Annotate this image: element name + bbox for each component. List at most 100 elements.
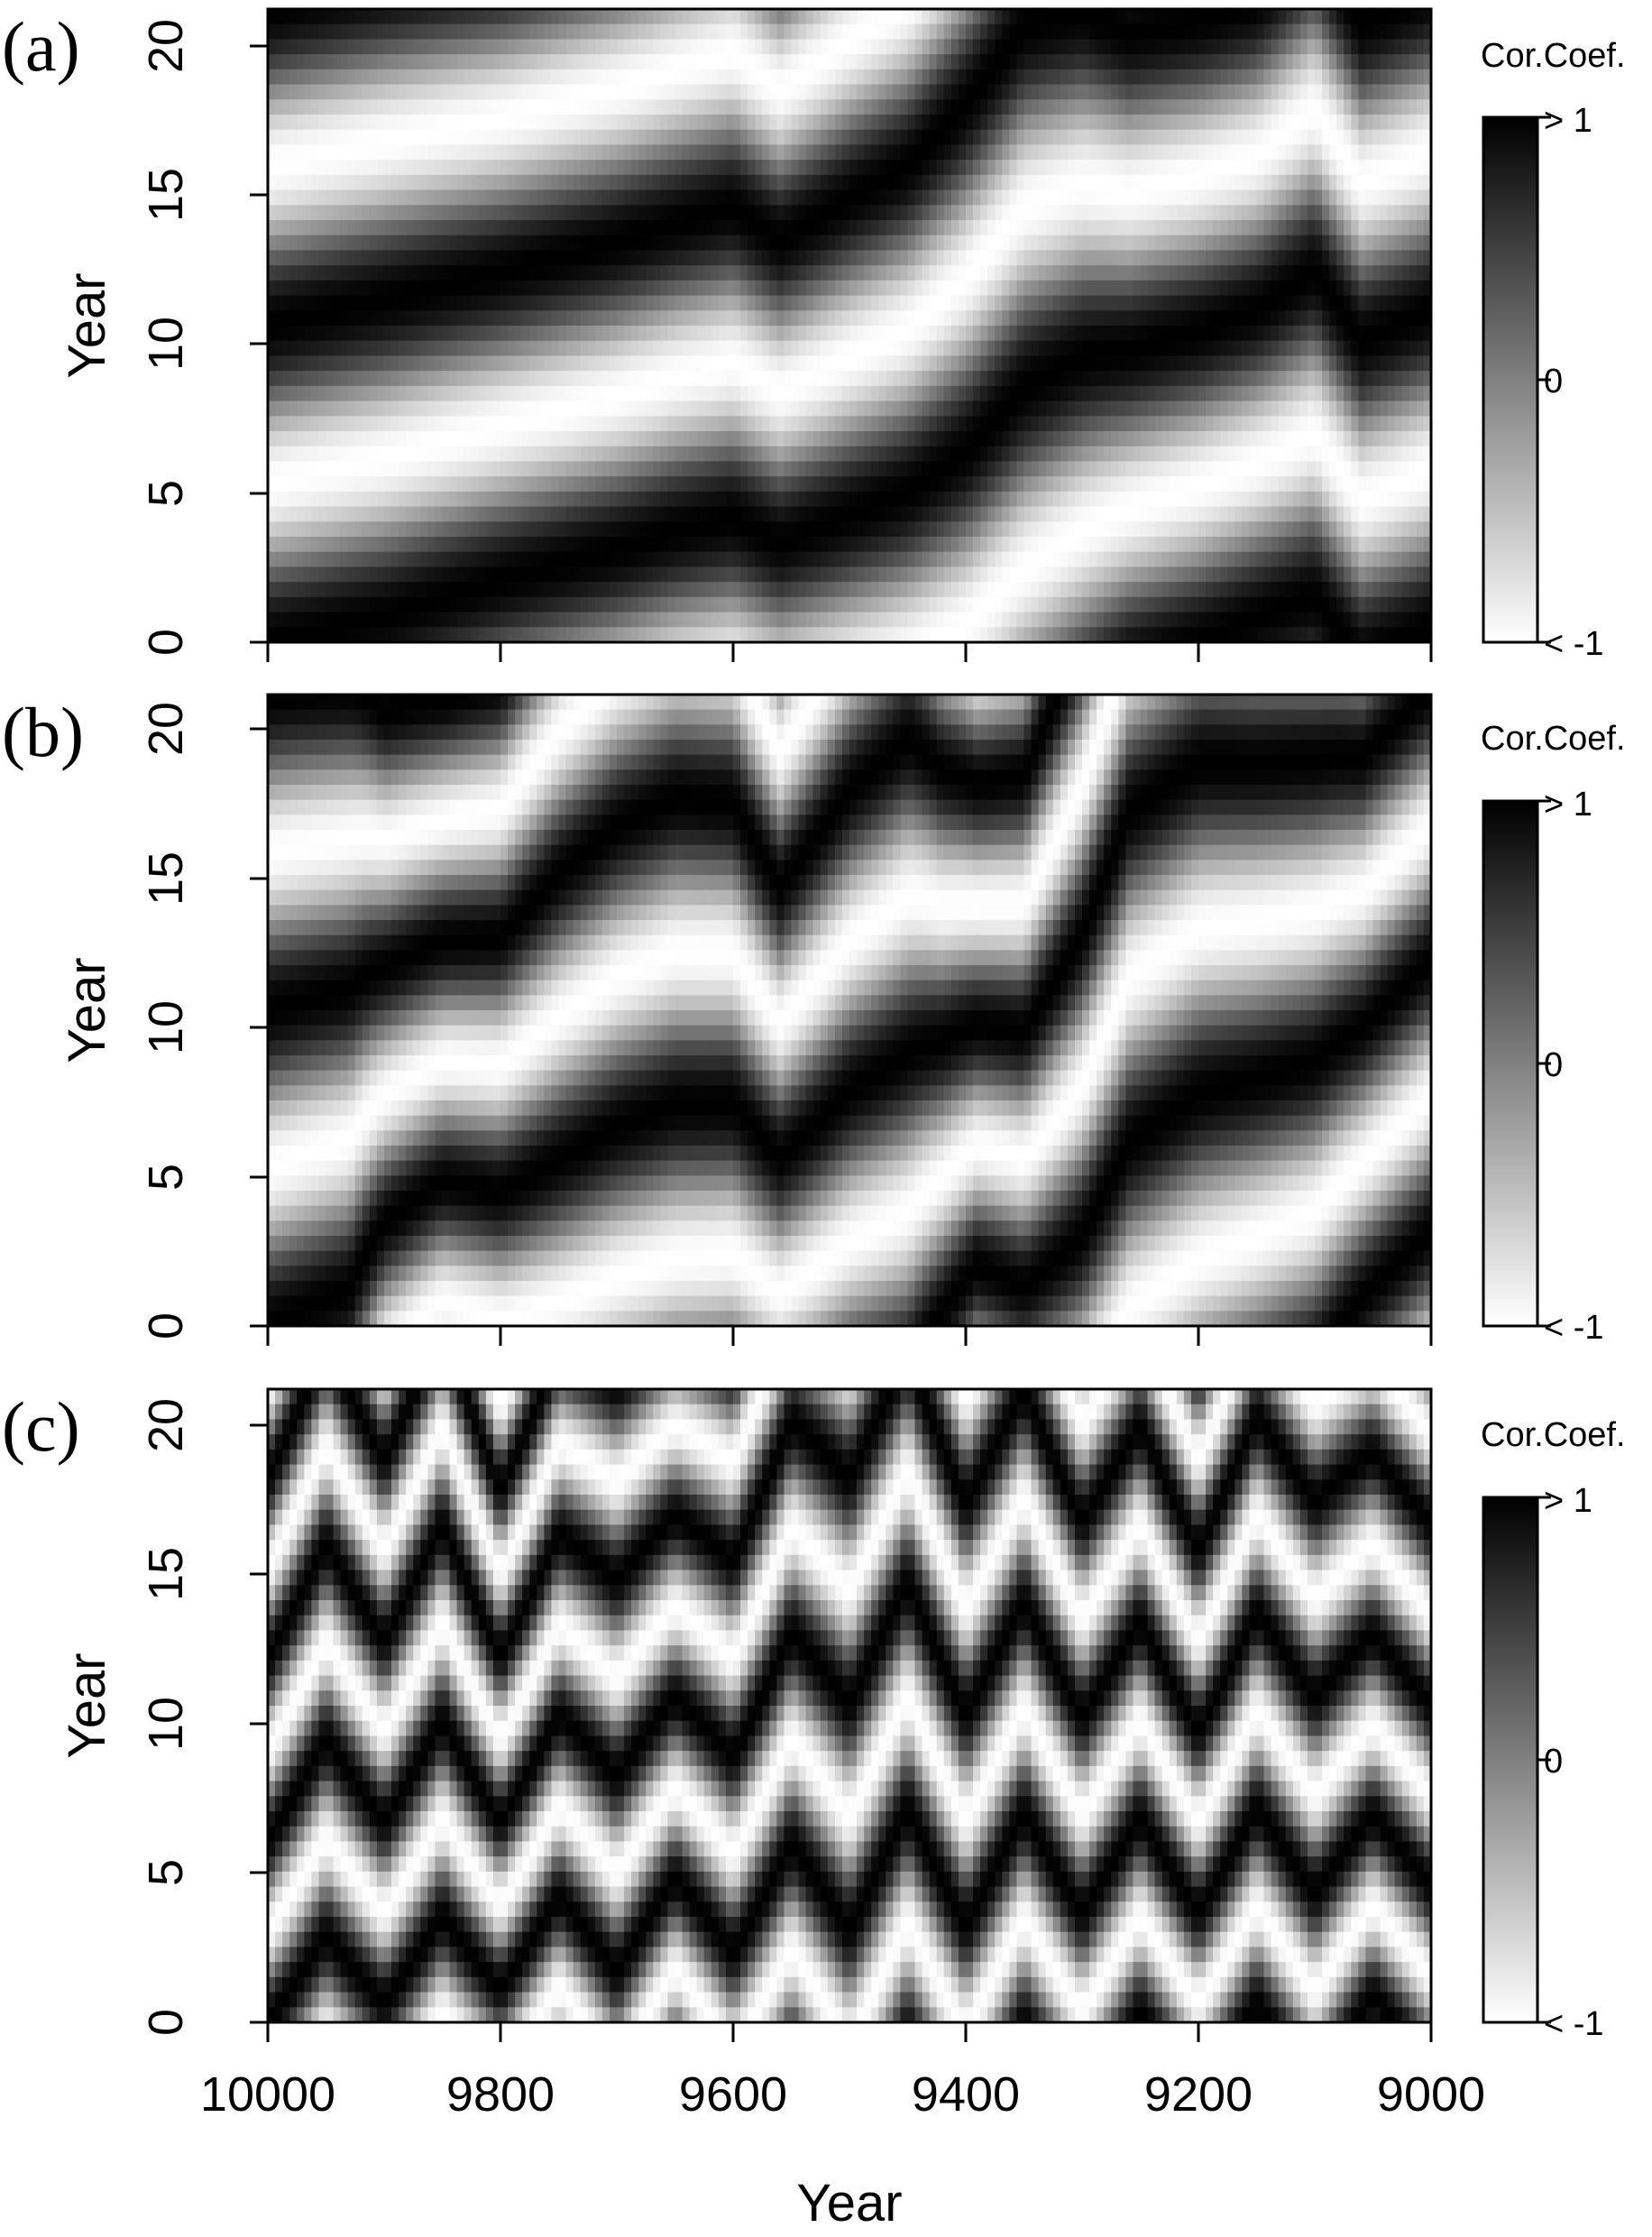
- heatmap-cell: [820, 144, 829, 161]
- heatmap-cell: [878, 265, 886, 281]
- heatmap-cell: [812, 340, 821, 357]
- heatmap-cell: [406, 265, 414, 281]
- heatmap-cell: [958, 371, 967, 387]
- heatmap-cell: [703, 551, 712, 568]
- heatmap-cell: [711, 144, 720, 161]
- heatmap-cell: [733, 84, 741, 100]
- heatmap-cell: [376, 189, 385, 206]
- heatmap-cell: [1045, 476, 1054, 493]
- heatmap-cell: [624, 189, 632, 206]
- heatmap-cell: [529, 506, 537, 522]
- heatmap-cell: [980, 491, 988, 508]
- heatmap-cell: [492, 551, 501, 568]
- heatmap-cell: [871, 340, 879, 357]
- heatmap-cell: [696, 385, 705, 402]
- heatmap-cell: [508, 582, 516, 598]
- heatmap-cell: [798, 69, 807, 86]
- heatmap-cell: [1002, 476, 1010, 493]
- heatmap-cell: [638, 174, 647, 191]
- heatmap-cell: [275, 476, 283, 493]
- heatmap-cell: [1125, 340, 1134, 357]
- heatmap-cell: [784, 235, 793, 252]
- heatmap-cell: [522, 400, 530, 417]
- heatmap-cell: [827, 506, 836, 522]
- heatmap-cell: [740, 612, 748, 628]
- heatmap-cell: [427, 69, 436, 86]
- heatmap-cell: [1082, 84, 1090, 100]
- heatmap-cell: [958, 506, 967, 522]
- heatmap-cell: [791, 189, 800, 206]
- heatmap-cell: [340, 566, 349, 583]
- heatmap-cell: [456, 476, 465, 493]
- heatmap-cell: [987, 431, 996, 447]
- heatmap-cell: [420, 189, 428, 206]
- heatmap-cell: [827, 115, 836, 131]
- heatmap-cell: [624, 160, 632, 176]
- heatmap-cell: [456, 371, 465, 387]
- heatmap-cell: [558, 551, 567, 568]
- heatmap-cell: [943, 596, 952, 613]
- heatmap-cell: [703, 129, 712, 146]
- heatmap-cell: [384, 265, 392, 281]
- heatmap-cell: [391, 461, 399, 477]
- heatmap-cell: [748, 250, 756, 266]
- heatmap-cell: [689, 627, 698, 643]
- heatmap-cell: [769, 446, 777, 463]
- heatmap-cell: [703, 39, 712, 55]
- heatmap-cell: [354, 250, 363, 266]
- heatmap-cell: [646, 400, 654, 417]
- heatmap-cell: [1023, 23, 1032, 41]
- heatmap-cell: [362, 220, 371, 236]
- heatmap-cell: [871, 265, 879, 281]
- heatmap-cell: [798, 160, 807, 176]
- heatmap-cell: [849, 9, 858, 25]
- heatmap-cell: [420, 144, 428, 161]
- heatmap-cell: [354, 189, 363, 206]
- heatmap-cell: [1052, 566, 1061, 583]
- heatmap-cell: [950, 476, 959, 493]
- heatmap-cell: [1125, 476, 1134, 493]
- heatmap-cell: [500, 491, 509, 508]
- heatmap-cell: [1111, 416, 1119, 432]
- heatmap-cell: [638, 205, 647, 221]
- heatmap-cell: [508, 235, 516, 252]
- heatmap-cell: [653, 310, 661, 327]
- heatmap-cell: [646, 189, 654, 206]
- heatmap-cell: [1111, 250, 1119, 266]
- heatmap-cell: [631, 129, 639, 146]
- heatmap-cell: [820, 400, 829, 417]
- heatmap-cell: [558, 461, 567, 477]
- heatmap-cell: [463, 205, 473, 221]
- heatmap-cell: [827, 431, 836, 447]
- heatmap-cell: [406, 355, 414, 372]
- heatmap-cell: [537, 144, 545, 161]
- heatmap-cell: [558, 205, 567, 221]
- heatmap-cell: [703, 220, 712, 236]
- heatmap-cell: [886, 295, 894, 311]
- heatmap-cell: [841, 506, 850, 522]
- heatmap-cell: [617, 582, 625, 598]
- heatmap-cell: [1074, 582, 1083, 598]
- heatmap-cell: [275, 326, 283, 342]
- heatmap-cell: [1089, 160, 1097, 176]
- heatmap-cell: [268, 250, 276, 266]
- heatmap-cell: [522, 566, 530, 583]
- heatmap-cell: [420, 582, 428, 598]
- heatmap-cell: [442, 506, 451, 522]
- heatmap-cell: [624, 235, 632, 252]
- heatmap-cell: [573, 144, 582, 161]
- heatmap-cell: [660, 537, 669, 553]
- heatmap-cell: [463, 54, 473, 70]
- heatmap-cell: [311, 371, 320, 387]
- heatmap-cell: [442, 250, 451, 266]
- heatmap-cell: [820, 627, 829, 643]
- heatmap-cell: [268, 476, 276, 493]
- heatmap-cell: [406, 431, 414, 447]
- heatmap-cell: [1104, 129, 1112, 146]
- heatmap-cell: [326, 596, 335, 613]
- heatmap-cell: [1045, 627, 1054, 643]
- heatmap-cell: [1002, 537, 1010, 553]
- heatmap-cell: [573, 566, 582, 583]
- heatmap-cell: [1104, 174, 1112, 191]
- heatmap-cell: [776, 551, 785, 568]
